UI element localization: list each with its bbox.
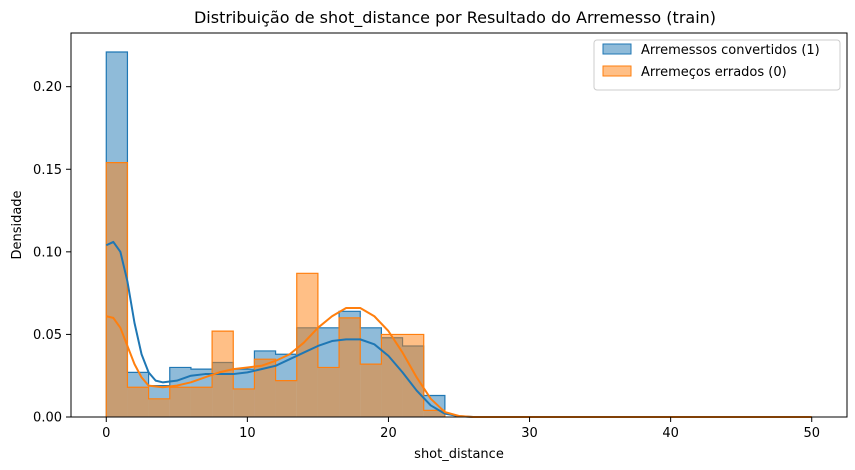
bar-s1-b15 [423,410,445,417]
y-tick-label: 0.05 [33,328,62,343]
y-tick-label: 0.15 [33,163,62,178]
kde-line-s1 [106,306,812,418]
x-tick-label: 30 [521,426,538,441]
legend: Arremessos convertidos (1) Arremeços err… [593,39,841,91]
legend-label-errados: Arremeços errados (0) [641,65,787,80]
bar-s1-b12 [360,364,382,417]
x-tick-label: 40 [662,426,679,441]
bar-s1-b1 [127,387,149,417]
x-tick-label: 10 [239,426,256,441]
y-tick-label: 0.10 [33,245,62,260]
bar-s1-b3 [169,387,191,417]
bar-s1-b2 [148,398,170,417]
y-axis-label: Densidade [10,190,25,259]
x-tick-label: 0 [102,426,110,441]
kde-curves [105,240,812,418]
bar-s1-b14 [402,334,424,417]
x-tick-label: 20 [380,426,397,441]
plot-frame [70,32,848,418]
x-tick-label: 50 [803,426,820,441]
legend-swatch-convertidos [602,43,632,55]
y-tick-label: 0.20 [33,80,62,95]
legend-label-convertidos: Arremessos convertidos (1) [641,43,820,58]
legend-box [593,39,841,91]
kde-line-s0 [105,240,812,418]
y-tick-label: 0.00 [33,411,62,426]
bar-s1-b8 [275,380,297,417]
bar-s1-b10 [317,367,340,417]
bar-s1-b11 [339,317,361,417]
bar-s1-b4 [190,387,213,417]
bar-s1-b6 [233,388,255,417]
bar-s1-b7 [254,359,276,417]
bar-s1-b9 [296,273,318,417]
x-axis-label: shot_distance [414,447,504,462]
step-outline-s1 [105,162,446,417]
axes [70,32,848,418]
ticks: 0 10 20 30 40 50 0.00 0.05 0.10 0.15 0.20 [33,80,820,441]
bar-s1-b0 [106,162,128,417]
legend-swatch-errados [602,65,632,77]
chart-title: Distribuição de shot_distance por Result… [194,8,716,28]
